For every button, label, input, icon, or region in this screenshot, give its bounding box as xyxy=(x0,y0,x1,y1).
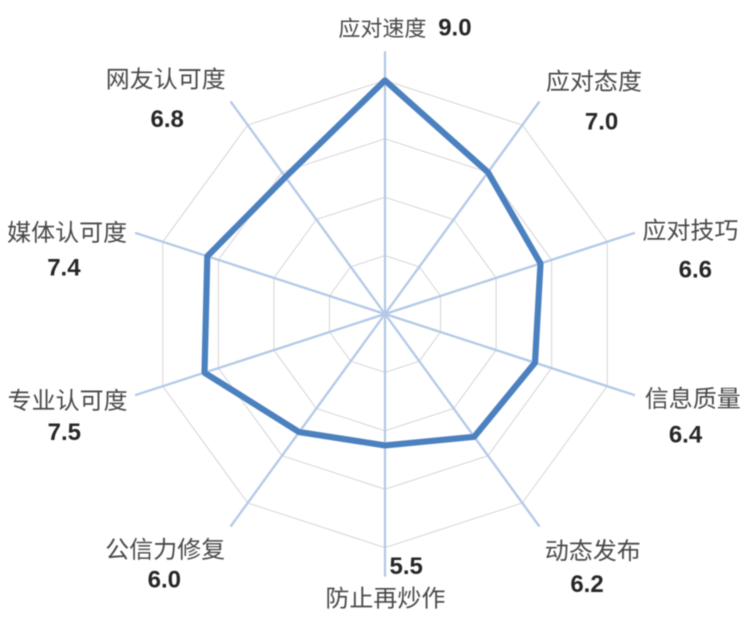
svg-text:6.8: 6.8 xyxy=(151,106,184,133)
svg-text:6.2: 6.2 xyxy=(570,571,603,598)
svg-text:7.5: 7.5 xyxy=(48,419,81,446)
svg-text:5.5: 5.5 xyxy=(390,553,423,580)
svg-text:7.4: 7.4 xyxy=(47,254,81,281)
svg-text:6.6: 6.6 xyxy=(679,256,712,283)
svg-text:6.4: 6.4 xyxy=(669,421,703,448)
svg-text:6.0: 6.0 xyxy=(148,566,181,593)
svg-text:9.0: 9.0 xyxy=(438,15,471,42)
svg-text:7.0: 7.0 xyxy=(585,108,618,135)
